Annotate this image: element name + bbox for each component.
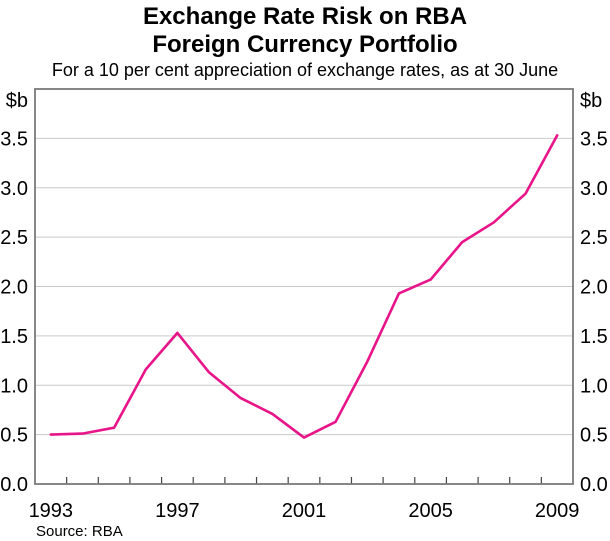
x-label-2005: 2005 bbox=[408, 500, 453, 522]
y-label-right: 0.5 bbox=[580, 425, 608, 447]
unit-label-left: $b bbox=[6, 90, 28, 112]
chart-subtitle: For a 10 per cent appreciation of exchan… bbox=[51, 60, 559, 80]
y-label-left: 3.0 bbox=[0, 178, 28, 200]
y-label-left: 0.0 bbox=[0, 474, 28, 496]
y-label-right: 3.0 bbox=[580, 178, 608, 200]
y-label-left: 0.5 bbox=[0, 425, 28, 447]
y-label-left: 1.5 bbox=[0, 326, 28, 348]
chart-title-line1: Exchange Rate Risk on RBA bbox=[142, 3, 468, 30]
y-axis-labels-left: 0.0 0.5 1.0 1.5 2.0 2.5 3.0 3.5 bbox=[0, 128, 28, 496]
y-label-right: 2.5 bbox=[580, 227, 608, 249]
y-label-right: 0.0 bbox=[580, 474, 608, 496]
y-axis-labels-right: 0.0 0.5 1.0 1.5 2.0 2.5 3.0 3.5 bbox=[580, 128, 608, 496]
chart-title: Exchange Rate Risk on RBA Foreign Curren… bbox=[0, 3, 610, 59]
y-label-right: 3.5 bbox=[580, 128, 608, 150]
y-label-left: 2.0 bbox=[0, 277, 28, 299]
gridlines bbox=[35, 137, 573, 436]
plot-frame bbox=[34, 88, 574, 485]
y-label-right: 1.0 bbox=[580, 375, 608, 397]
data-line-series bbox=[49, 134, 559, 439]
y-label-left: 1.0 bbox=[0, 375, 28, 397]
y-label-left: 2.5 bbox=[0, 227, 28, 249]
unit-label-right: $b bbox=[580, 90, 602, 112]
y-label-left: 3.5 bbox=[0, 128, 28, 150]
chart-title-line2: Foreign Currency Portfolio bbox=[152, 31, 458, 58]
x-label-1993: 1993 bbox=[29, 500, 74, 522]
x-axis-labels: 1993 1997 2001 2005 2009 bbox=[29, 500, 580, 522]
x-label-2001: 2001 bbox=[282, 500, 327, 522]
y-label-right: 2.0 bbox=[580, 277, 608, 299]
x-axis-ticks bbox=[66, 477, 542, 484]
source-note: Source: RBA bbox=[36, 523, 123, 540]
x-label-1997: 1997 bbox=[155, 500, 200, 522]
y-label-right: 1.5 bbox=[580, 326, 608, 348]
x-label-2009: 2009 bbox=[535, 500, 580, 522]
